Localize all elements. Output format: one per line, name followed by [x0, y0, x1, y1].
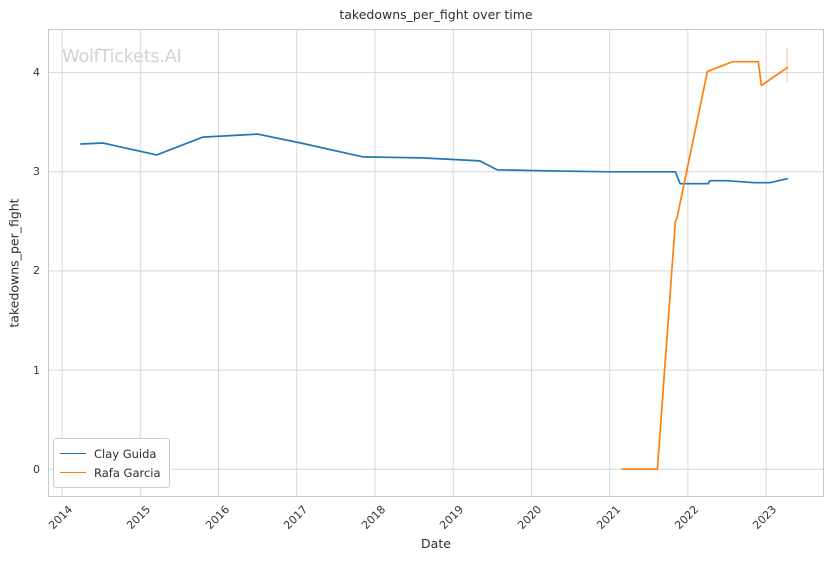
x-tick-label: 2014 [46, 503, 76, 532]
x-tick-label: 2019 [437, 503, 467, 532]
legend-item: Rafa Garcia [60, 463, 161, 482]
legend-label: Clay Guida [94, 446, 157, 461]
legend: Clay Guida Rafa Garcia [53, 438, 170, 488]
legend-line-swatch [60, 472, 86, 473]
legend-items: Clay Guida Rafa Garcia [60, 444, 161, 482]
plot-area [48, 29, 824, 497]
x-tick-label: 2022 [672, 503, 702, 532]
x-tick-label: 2018 [359, 503, 389, 532]
y-axis-label: takedowns_per_fight [6, 198, 22, 328]
y-tick-label: 1 [33, 363, 40, 377]
x-tick-label: 2020 [515, 503, 545, 532]
y-tick-label: 0 [33, 462, 40, 476]
x-tick-label: 2017 [280, 503, 310, 532]
legend-label: Rafa Garcia [94, 465, 161, 480]
x-tick-label: 2021 [593, 503, 623, 532]
legend-item: Clay Guida [60, 444, 161, 463]
x-tick-label: 2016 [202, 503, 232, 532]
x-axis-label: Date [421, 536, 451, 551]
y-tick-label: 4 [33, 66, 40, 80]
chart-title: takedowns_per_fight over time [339, 7, 533, 22]
legend-line-swatch [60, 453, 86, 454]
watermark: WolfTickets.AI [62, 46, 182, 67]
x-tick-label: 2015 [124, 503, 154, 532]
y-tick-label: 3 [33, 165, 40, 179]
x-tick-label: 2023 [750, 503, 780, 532]
y-tick-label: 2 [33, 264, 40, 278]
